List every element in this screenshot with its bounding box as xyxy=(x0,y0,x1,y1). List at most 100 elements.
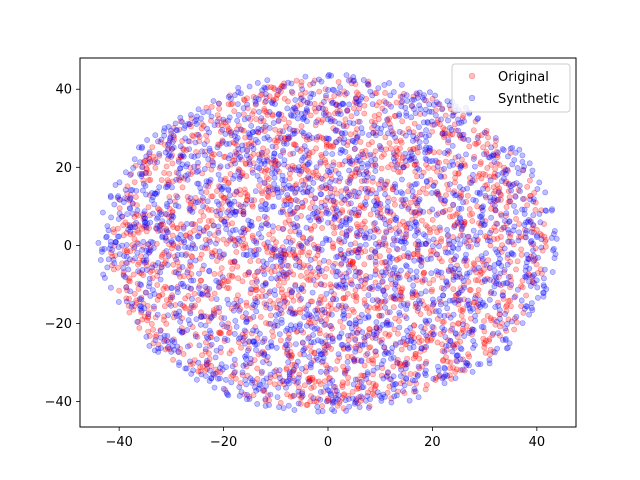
scatter-point xyxy=(228,101,234,108)
scatter-point xyxy=(430,276,437,283)
scatter-point xyxy=(172,120,179,127)
scatter-point xyxy=(493,280,499,287)
scatter-point xyxy=(200,262,207,269)
scatter-point xyxy=(398,81,405,88)
scatter-point xyxy=(427,255,434,262)
scatter-point xyxy=(296,231,302,238)
scatter-point xyxy=(315,105,322,111)
scatter-point xyxy=(316,218,322,224)
scatter-point xyxy=(249,111,256,118)
scatter-point xyxy=(397,137,404,144)
scatter-point xyxy=(313,164,320,170)
scatter-point xyxy=(485,134,491,141)
scatter-point xyxy=(316,330,323,337)
scatter-point xyxy=(531,271,537,278)
scatter-point xyxy=(352,130,359,137)
scatter-point xyxy=(215,229,222,236)
scatter-point xyxy=(261,160,268,167)
scatter-point xyxy=(486,173,493,180)
scatter-point xyxy=(477,361,484,367)
scatter-point xyxy=(407,254,414,261)
scatter-point xyxy=(348,249,355,256)
scatter-point xyxy=(346,167,352,174)
scatter-point xyxy=(332,127,339,134)
scatter-point xyxy=(511,223,518,230)
scatter-point xyxy=(366,344,372,351)
scatter-point xyxy=(149,239,156,246)
scatter-point xyxy=(518,297,525,304)
scatter-point xyxy=(351,358,358,365)
scatter-point xyxy=(478,253,485,260)
scatter-point xyxy=(292,309,299,316)
scatter-point xyxy=(287,166,294,173)
scatter-point xyxy=(444,358,451,365)
scatter-point xyxy=(220,252,226,258)
scatter-point xyxy=(307,256,314,263)
scatter-point xyxy=(145,314,152,321)
scatter-point xyxy=(370,360,376,367)
scatter-point xyxy=(285,377,292,384)
scatter-point xyxy=(387,276,394,283)
scatter-point xyxy=(441,364,448,371)
scatter-point xyxy=(480,170,487,177)
scatter-point xyxy=(253,387,260,394)
scatter-point xyxy=(510,251,517,258)
scatter-point xyxy=(514,258,521,265)
scatter-point xyxy=(345,312,352,319)
scatter-point xyxy=(361,102,368,109)
scatter-point xyxy=(313,398,320,405)
scatter-point xyxy=(111,242,118,249)
scatter-point xyxy=(155,138,161,145)
scatter-point xyxy=(321,344,328,350)
scatter-point xyxy=(427,176,434,183)
scatter-point xyxy=(190,242,197,249)
scatter-point xyxy=(382,134,389,141)
scatter-point xyxy=(298,243,305,250)
scatter-point xyxy=(191,227,197,234)
scatter-point xyxy=(145,311,152,317)
scatter-point xyxy=(232,317,239,324)
scatter-point xyxy=(217,349,224,356)
scatter-point xyxy=(420,271,427,278)
scatter-point xyxy=(385,265,392,271)
scatter-point xyxy=(266,231,273,238)
scatter-point xyxy=(527,283,534,289)
scatter-point xyxy=(213,336,220,342)
scatter-point xyxy=(442,197,449,204)
scatter-point xyxy=(418,298,425,304)
scatter-point xyxy=(364,163,371,169)
scatter-point xyxy=(369,390,376,397)
scatter-point xyxy=(472,277,479,284)
scatter-point xyxy=(444,98,451,104)
scatter-point xyxy=(235,302,242,309)
scatter-point xyxy=(444,305,451,312)
scatter-point xyxy=(222,387,229,393)
scatter-point xyxy=(415,394,422,401)
scatter-point xyxy=(434,163,441,170)
scatter-point xyxy=(385,164,391,171)
scatter-point xyxy=(133,219,139,226)
scatter-point xyxy=(487,177,494,184)
scatter-point xyxy=(378,176,385,183)
scatter-point xyxy=(427,229,433,236)
scatter-point xyxy=(280,147,286,154)
scatter-point xyxy=(469,210,476,217)
scatter-point xyxy=(444,372,451,379)
scatter-point xyxy=(128,303,135,310)
scatter-point xyxy=(219,274,226,280)
scatter-point xyxy=(396,312,403,319)
scatter-point xyxy=(380,286,387,293)
scatter-point xyxy=(465,351,471,357)
scatter-point xyxy=(401,382,408,389)
scatter-point xyxy=(214,144,221,151)
scatter-point xyxy=(237,297,244,304)
scatter-point xyxy=(277,152,284,159)
scatter-point xyxy=(196,342,203,349)
scatter-point xyxy=(274,394,281,400)
scatter-point xyxy=(209,253,215,260)
scatter-point xyxy=(356,347,363,353)
scatter-point xyxy=(223,141,230,147)
scatter-point xyxy=(139,316,146,323)
scatter-point xyxy=(198,251,205,258)
scatter-point xyxy=(292,182,299,189)
